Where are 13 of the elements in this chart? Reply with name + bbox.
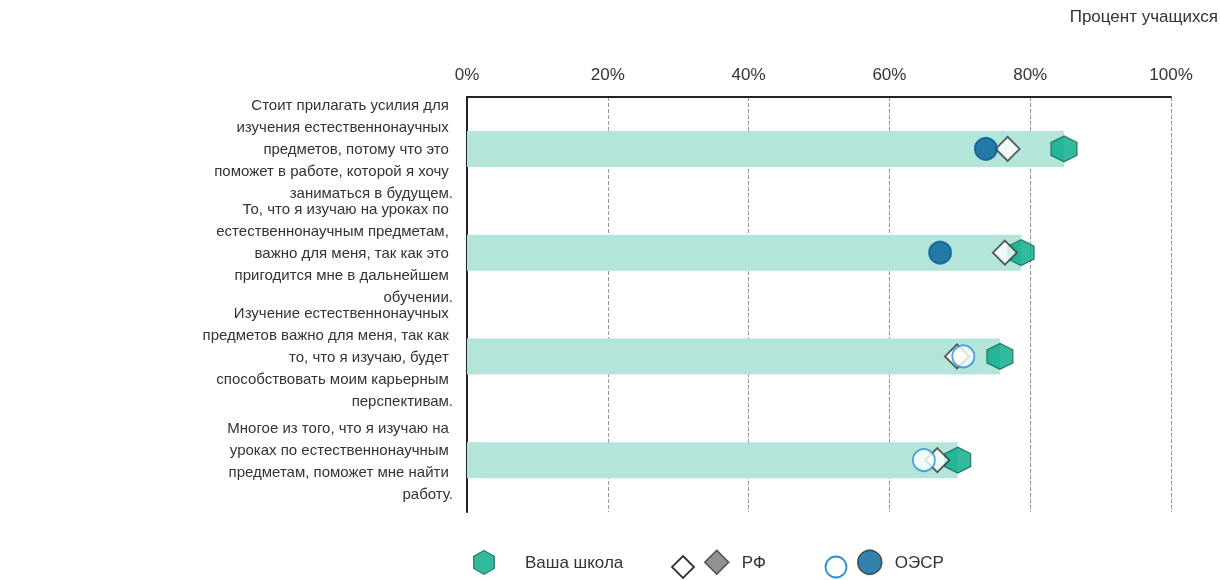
x-tick-label: 100% [1149, 65, 1193, 84]
x-tick-label: 40% [731, 65, 766, 84]
x-tick-label: 20% [590, 65, 625, 84]
x-tick-label: 60% [872, 65, 907, 84]
y-tick-label: То, что я изучаю на уроках по естественнонаучным предметам, важно для меня, так как это пригодится мне в дальнейшем обучении. [216, 200, 453, 306]
y-tick-label: Стоит прилагать усилия для изучения естественнонаучных предметов, потому что это поможет в работе, которой я хочу заниматься в будущем. [214, 96, 453, 202]
x-axis-title: Процент учащихся [1069, 7, 1219, 26]
x-tick-label: 80% [1013, 65, 1048, 84]
x-tick-label: 0% [454, 65, 480, 84]
legend-label: ОЭСР [894, 552, 944, 572]
legend-label: Ваша школа [524, 552, 624, 572]
legend-label: РФ [741, 552, 766, 572]
y-tick-label: Многое из того, что я изучаю на уроках по естественнонаучным предметам, поможет мне найти работу. [227, 418, 453, 502]
